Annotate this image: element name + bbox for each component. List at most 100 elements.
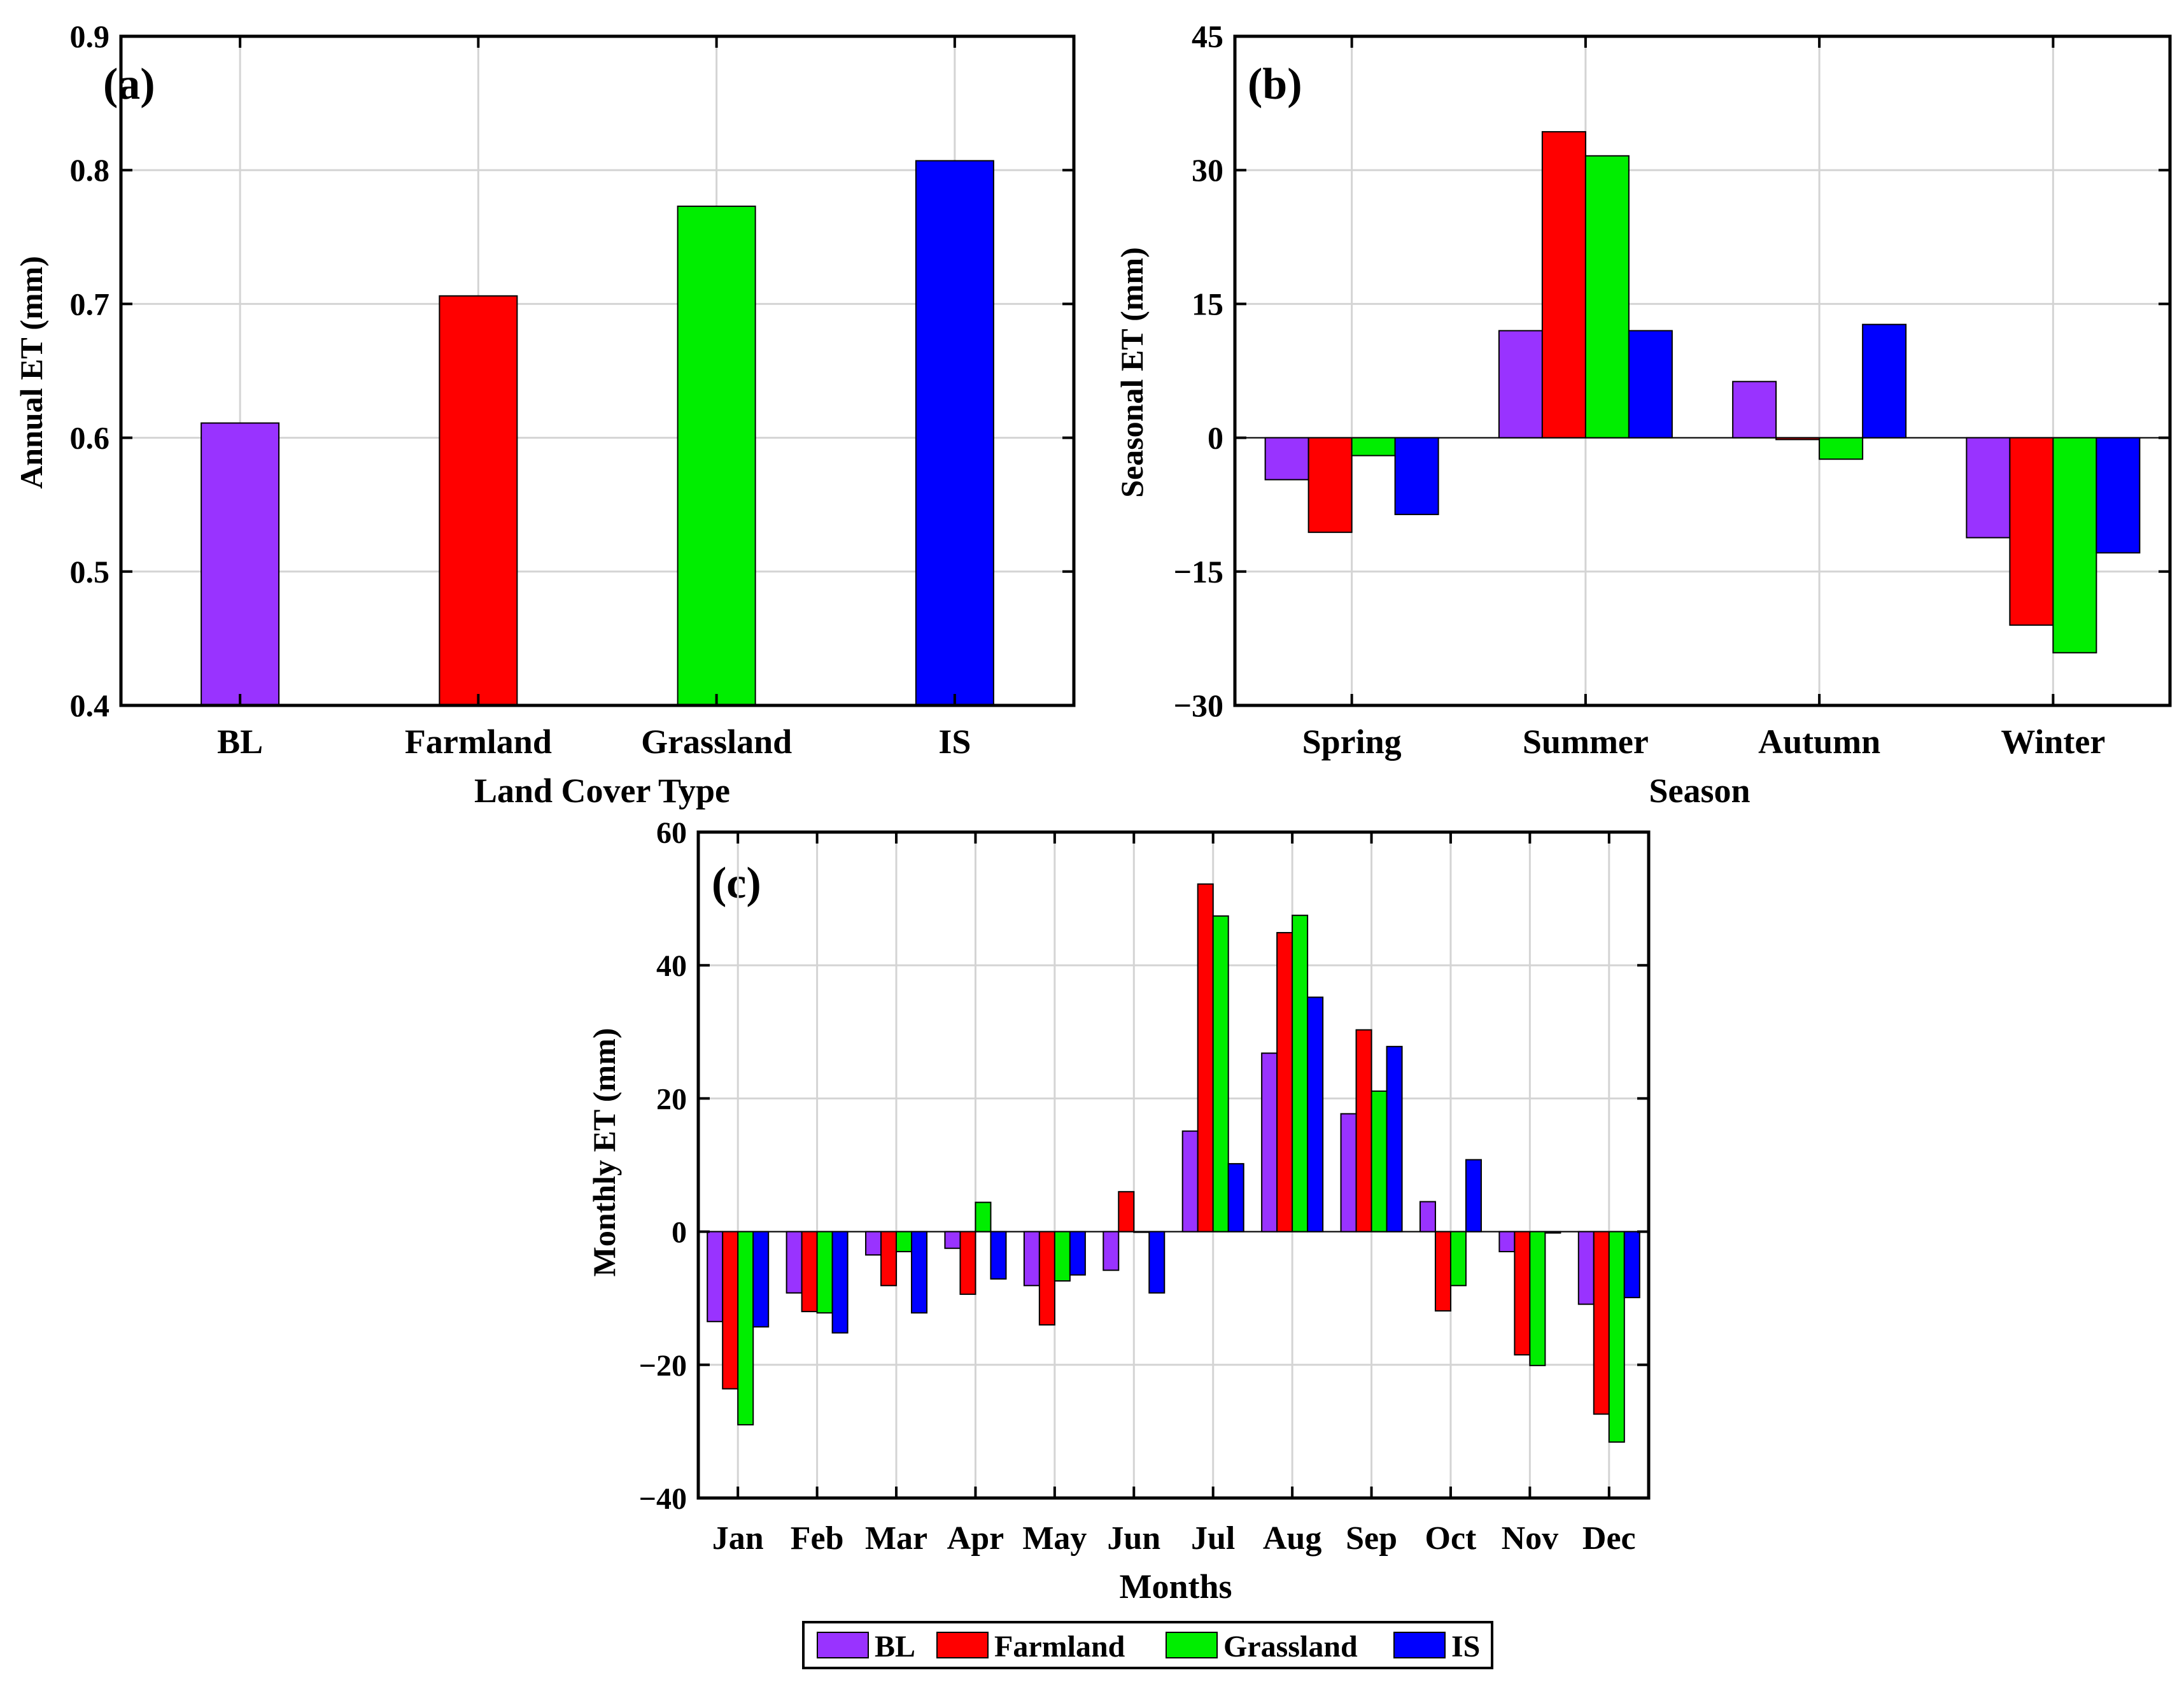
x-ticks-c: Jan Feb Mar Apr May Jun Jul Aug Sep Oct Nov Dec <box>712 832 1636 1557</box>
y-ticks-b: −30 −15 0 15 30 45 <box>1174 18 2170 723</box>
y-ticks-c: −40 −20 0 20 40 60 <box>639 816 1649 1516</box>
y-tick-label: 45 <box>1192 18 1223 54</box>
panel-b-y-axis-label: Seasonal ET (mm) <box>1114 247 1150 498</box>
bar-is-mar <box>911 1231 928 1314</box>
bar-bl <box>201 422 280 707</box>
panel-c-x-axis-label: Months <box>1119 1567 1232 1606</box>
plot-frame-b <box>1233 34 2172 707</box>
bar-farmland-feb <box>801 1231 818 1313</box>
y-tick-label: 0.8 <box>70 152 110 188</box>
y-tick-label: 15 <box>1192 286 1223 322</box>
legend-label-farmland: Farmland <box>994 1630 1125 1664</box>
bar-is-oct <box>1465 1159 1482 1233</box>
x-tick-label-mar: Mar <box>865 1520 927 1557</box>
bar-grassland-jun <box>1133 1231 1150 1233</box>
bar-farmland-mar <box>880 1231 898 1287</box>
bar-bl-jul <box>1181 1130 1199 1233</box>
y-tick-label: 60 <box>656 816 687 850</box>
bar-is-jul <box>1227 1163 1244 1233</box>
bar-bl-feb <box>786 1231 803 1294</box>
x-tick-label-summer: Summer <box>1523 723 1649 761</box>
x-tick-label-sep: Sep <box>1346 1520 1397 1557</box>
panel-a-y-axis-label: Annual ET (mm) <box>13 256 49 489</box>
bar-farmland-oct <box>1434 1231 1451 1312</box>
x-tick-label-farmland: Farmland <box>405 723 552 761</box>
bar-is-feb <box>831 1231 849 1334</box>
bar-bl-winter <box>1966 437 2011 539</box>
y-tick-label: 0.9 <box>70 18 110 54</box>
x-tick-label-jul: Jul <box>1191 1520 1235 1557</box>
bar-bl-mar <box>865 1231 882 1256</box>
panel-a-annual-et: (a) Land Cover Type Annual ET (mm) 0.40.… <box>13 18 1076 810</box>
plot-frame-a <box>119 34 1076 707</box>
bar-grassland-dec <box>1608 1231 1625 1443</box>
x-ticks-a: BL Farmland Grassland IS <box>217 36 971 761</box>
bar-bl-jun <box>1103 1231 1120 1271</box>
x-tick-label-nov: Nov <box>1502 1520 1559 1557</box>
y-tick-label: 0 <box>1208 420 1223 456</box>
legend: BL Farmland Grassland IS <box>802 1621 1493 1669</box>
bars-c <box>707 883 1640 1443</box>
legend-label-grassland: Grassland <box>1223 1630 1358 1664</box>
x-tick-label-apr: Apr <box>947 1520 1004 1557</box>
bar-bl-oct <box>1419 1201 1436 1233</box>
y-tick-label: −20 <box>639 1349 687 1383</box>
bar-is-autumn <box>1862 323 1907 439</box>
x-tick-label-spring: Spring <box>1302 723 1402 761</box>
bar-is-sep <box>1386 1045 1403 1233</box>
x-tick-label-feb: Feb <box>791 1520 844 1557</box>
x-tick-label-dec: Dec <box>1582 1520 1636 1557</box>
bar-grassland-jul <box>1212 915 1229 1233</box>
bars-b <box>1264 131 2141 654</box>
y-tick-label: 0.7 <box>70 286 110 322</box>
y-tick-label: 0.6 <box>70 420 110 456</box>
bar-is-apr <box>990 1231 1007 1280</box>
bar-is <box>915 160 994 706</box>
panel-b-label: (b) <box>1248 60 1302 109</box>
x-tick-label-winter: Winter <box>2001 723 2105 761</box>
plot-frame-c <box>696 830 1651 1500</box>
bar-is-dec <box>1623 1231 1640 1299</box>
panel-a-x-axis-label: Land Cover Type <box>474 772 730 810</box>
y-tick-label: −15 <box>1174 554 1224 590</box>
x-tick-label-grassland: Grassland <box>641 723 792 761</box>
bar-grassland-sep <box>1370 1090 1388 1233</box>
bar-farmland <box>439 295 518 706</box>
bar-grassland-may <box>1053 1231 1071 1282</box>
bar-farmland-spring <box>1307 437 1353 534</box>
x-tick-label-jan: Jan <box>712 1520 764 1557</box>
bar-farmland-winter <box>2009 437 2054 626</box>
x-tick-label-is: IS <box>938 723 971 761</box>
bar-grassland-spring <box>1351 437 1396 456</box>
bar-bl-spring <box>1264 437 1309 481</box>
bar-is-nov <box>1544 1231 1561 1234</box>
bar-farmland-jul <box>1197 883 1214 1233</box>
bar-bl-may <box>1023 1231 1040 1287</box>
bar-farmland-dec <box>1593 1231 1610 1415</box>
bar-bl-dec <box>1577 1231 1595 1305</box>
x-ticks-b: Spring Summer Autumn Winter <box>1302 36 2105 761</box>
bar-farmland-apr <box>959 1231 976 1295</box>
bar-bl-aug <box>1261 1052 1278 1233</box>
bar-grassland-jan <box>737 1231 754 1425</box>
bar-grassland-feb <box>816 1231 833 1314</box>
bar-is-jun <box>1148 1231 1166 1294</box>
legend-swatch-is <box>1393 1632 1446 1658</box>
y-ticks-a: 0.4 0.5 0.6 0.7 0.8 0.9 <box>70 18 1074 723</box>
bar-grassland-winter <box>2052 437 2097 654</box>
bar-grassland-autumn <box>1819 437 1864 460</box>
bar-bl-nov <box>1498 1231 1516 1252</box>
bar-grassland-aug <box>1292 914 1309 1233</box>
bar-farmland-autumn <box>1775 437 1821 441</box>
panel-c-monthly-et: (c) Months Monthly ET (mm) −40 −20 0 20 40 60… <box>586 816 1651 1606</box>
bar-bl-jan <box>707 1231 724 1322</box>
panel-b-x-axis-label: Season <box>1649 772 1750 810</box>
bar-grassland-mar <box>896 1231 913 1252</box>
y-tick-label: 30 <box>1192 152 1223 188</box>
y-tick-label: 0.5 <box>70 554 110 590</box>
panel-b-seasonal-et: (b) Season Seasonal ET (mm) −30 −15 0 15 30 4… <box>1114 18 2172 810</box>
legend-swatch-bl <box>817 1632 869 1658</box>
bar-farmland-summer <box>1541 131 1586 439</box>
x-tick-label-aug: Aug <box>1263 1520 1321 1557</box>
bar-farmland-sep <box>1355 1029 1372 1233</box>
